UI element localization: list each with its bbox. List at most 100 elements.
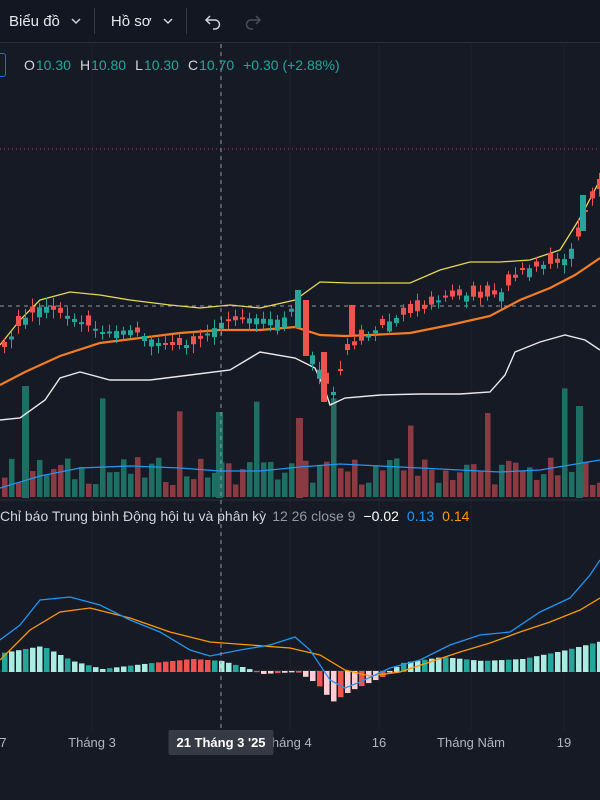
volume-bar — [569, 471, 575, 497]
candle-body — [163, 343, 168, 345]
candle-body — [177, 338, 182, 345]
candle-body — [506, 274, 511, 286]
chart-menu-button[interactable]: Biểu đồ — [9, 0, 82, 42]
volume-bar — [387, 460, 393, 497]
symbol-indicator[interactable] — [0, 53, 6, 77]
volume-bar — [156, 457, 162, 497]
volume-bar — [436, 482, 442, 497]
volume-bar — [429, 469, 435, 497]
macd-histogram-bar — [212, 660, 218, 672]
candle-body — [156, 343, 161, 346]
volume-bar — [324, 461, 330, 497]
candle-body — [471, 285, 476, 297]
macd-histogram-bar — [345, 671, 351, 693]
candle-body — [135, 327, 140, 333]
chart-menu-label: Biểu đồ — [9, 12, 60, 30]
bollinger-lower-band — [0, 334, 600, 421]
macd-histogram-bar — [30, 647, 36, 672]
profile-menu-button[interactable]: Hồ sơ — [111, 0, 174, 42]
macd-histogram-bar — [163, 661, 169, 672]
macd-line — [0, 559, 600, 689]
time-label: tháng 4 — [268, 735, 312, 750]
macd-legend[interactable]: Chỉ báo Trung bình Động hội tụ và phân k… — [0, 508, 469, 524]
macd-histogram-bar — [555, 652, 561, 672]
macd-histogram-bar — [485, 660, 491, 672]
time-label: 16 — [371, 735, 387, 750]
macd-histogram-bar — [219, 660, 225, 672]
volume-ma-line — [0, 459, 600, 489]
time-axis[interactable]: 7 Tháng 3 tháng 4 16 Tháng Năm 19 21 Thá… — [0, 730, 600, 756]
time-label: 7 — [0, 735, 7, 750]
macd-histogram-bar — [275, 671, 281, 674]
candle-body — [555, 258, 560, 263]
volume-bar — [492, 484, 498, 497]
low-value: 10.30 — [143, 57, 179, 73]
volume-bar — [121, 459, 127, 497]
candle-body — [338, 369, 343, 371]
macd-params: 12 26 close 9 — [272, 508, 356, 524]
candle-body — [415, 300, 420, 312]
volume-bar — [499, 464, 505, 497]
volume-bar — [226, 463, 232, 497]
candle-body — [349, 305, 355, 335]
redo-icon[interactable] — [243, 11, 263, 31]
macd-histogram-bar — [310, 671, 316, 681]
ohlc-legend: O 10.30 H 10.80 L 10.30 C 10.70 +0.30 (+… — [0, 52, 600, 78]
macd-histogram-bar — [387, 671, 393, 673]
macd-histogram-bar — [135, 664, 141, 672]
grid-lines — [91, 44, 565, 730]
candle-body — [93, 328, 98, 331]
volume-bar — [366, 482, 372, 497]
volume-bar — [415, 475, 421, 497]
candle-body — [149, 339, 154, 347]
candle-body — [520, 268, 525, 270]
macd-histogram-bar — [51, 651, 57, 672]
candle-body — [597, 179, 600, 189]
candle-body — [373, 330, 378, 334]
candle-body — [499, 292, 504, 302]
candle-body — [114, 331, 119, 339]
macd-histogram-bar — [359, 671, 365, 687]
macd-histogram-bar — [436, 657, 442, 672]
candle-body — [51, 305, 56, 310]
macd-histogram-bar — [23, 648, 29, 672]
volume-bar — [86, 483, 92, 497]
volume-bar — [142, 477, 148, 497]
top-toolbar: Biểu đồ Hồ sơ — [0, 0, 600, 43]
high-value: 10.80 — [91, 57, 127, 73]
volume-bars — [2, 386, 600, 498]
toolbar-divider — [93, 8, 95, 34]
candle-body — [268, 319, 273, 326]
volume-bar — [345, 471, 351, 497]
macd-histogram-bar — [331, 671, 337, 702]
open-label: O — [24, 57, 35, 73]
volume-bar — [170, 484, 176, 497]
volume-bar — [22, 386, 29, 498]
macd-histogram-bar — [93, 667, 99, 672]
candle-body — [478, 291, 483, 298]
volume-bar — [149, 463, 155, 497]
volume-bar — [548, 457, 554, 497]
macd-histogram-bar — [2, 652, 8, 672]
candle-body — [576, 227, 581, 237]
macd-histogram-bar — [548, 653, 554, 672]
macd-histogram-bar — [107, 668, 113, 672]
volume-bar — [443, 470, 449, 497]
chevron-down-icon — [71, 18, 81, 25]
crosshair-time-label: 21 Tháng 3 '25 — [168, 730, 274, 755]
candle-body — [359, 329, 364, 341]
candle-body — [492, 290, 497, 295]
macd-histogram-bar — [226, 662, 232, 672]
candle-body — [30, 306, 35, 313]
volume-bar — [268, 461, 274, 497]
macd-histogram-bar — [583, 645, 589, 672]
macd-histogram-bar — [114, 667, 120, 672]
toolbar-divider — [185, 8, 187, 34]
volume-bar — [520, 471, 526, 497]
volume-bar — [163, 482, 169, 497]
candle-body — [2, 342, 7, 347]
undo-icon[interactable] — [203, 11, 223, 31]
volume-bar — [107, 472, 113, 497]
volume-bar — [450, 480, 456, 497]
